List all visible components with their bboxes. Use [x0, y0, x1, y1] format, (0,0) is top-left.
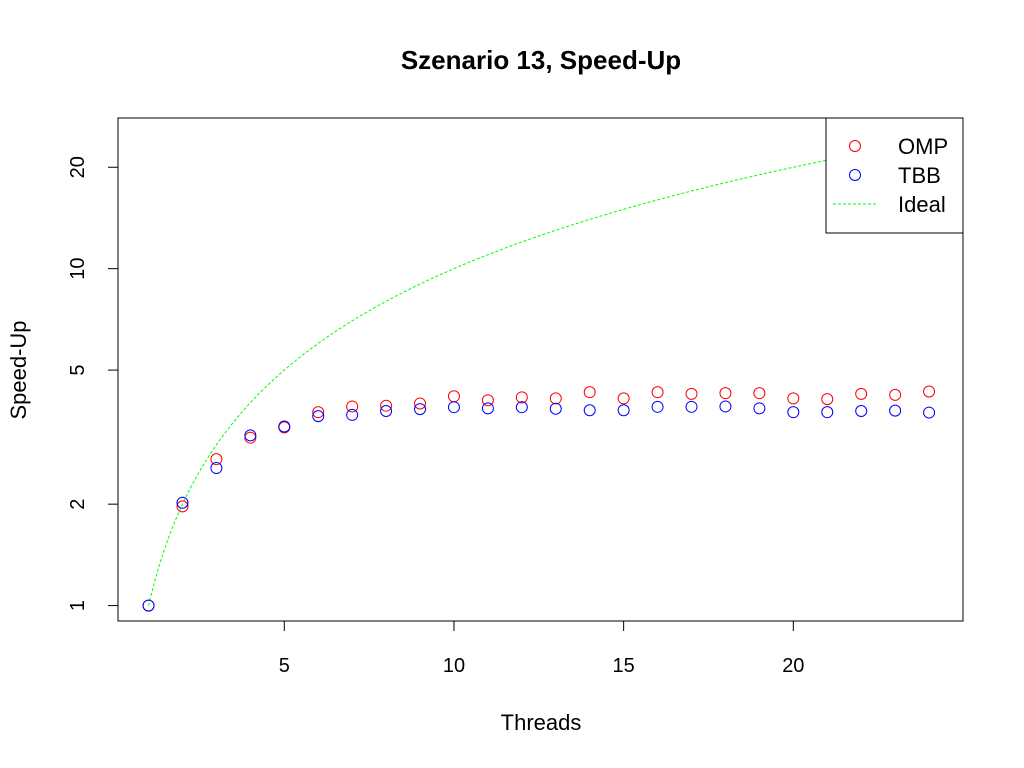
tbb-point	[651, 400, 664, 413]
omp-point	[685, 387, 698, 400]
ideal-line	[148, 140, 930, 606]
tbb-point	[855, 405, 868, 418]
tbb-point	[617, 404, 630, 417]
omp-point	[346, 400, 359, 413]
y-tick-label: 1	[67, 600, 89, 611]
tbb-point	[210, 462, 223, 475]
omp-point	[821, 393, 834, 406]
tbb-point	[821, 406, 834, 419]
legend-tbb-marker	[849, 169, 861, 181]
y-tick-label: 2	[67, 499, 89, 510]
x-tick-label: 20	[782, 655, 804, 677]
y-tick-label: 10	[67, 258, 89, 280]
y-tick-label: 20	[67, 156, 89, 178]
tbb-point	[549, 402, 562, 415]
omp-point	[787, 392, 800, 405]
tbb-point	[481, 402, 494, 415]
legend-ideal-label: Ideal	[898, 192, 946, 217]
omp-point	[549, 392, 562, 405]
tbb-point	[515, 401, 528, 414]
data-points	[142, 385, 936, 612]
legend-omp-marker	[849, 140, 861, 152]
legend-omp-label: OMP	[898, 134, 948, 159]
legend: OMP TBB Ideal	[825, 117, 964, 234]
ideal-series	[148, 140, 930, 606]
tbb-point	[753, 402, 766, 415]
tbb-point	[923, 406, 936, 419]
y-tick-label: 5	[67, 365, 89, 376]
x-tick-label: 15	[613, 655, 635, 677]
tbb-point	[278, 420, 291, 433]
omp-point	[176, 500, 189, 513]
y-axis: 1 2 5 10 20	[67, 156, 119, 611]
x-axis: 5 10 15 20	[279, 620, 804, 677]
legend-tbb-label: TBB	[898, 163, 941, 188]
omp-point	[515, 391, 528, 404]
omp-point	[380, 399, 393, 412]
omp-point	[447, 390, 460, 403]
x-tick-label: 5	[279, 655, 290, 677]
omp-point	[855, 387, 868, 400]
tbb-point	[380, 405, 393, 418]
omp-point	[651, 386, 664, 399]
omp-point	[889, 388, 902, 401]
omp-point	[210, 453, 223, 466]
omp-point	[753, 387, 766, 400]
tbb-point	[889, 404, 902, 417]
tbb-point	[685, 400, 698, 413]
omp-point	[312, 406, 325, 419]
omp-point	[583, 386, 596, 399]
tbb-point	[447, 401, 460, 414]
omp-point	[617, 392, 630, 405]
tbb-point	[176, 496, 189, 509]
chart-title: Szenario 13, Speed-Up	[401, 45, 681, 75]
tbb-point	[142, 599, 155, 612]
tbb-point	[583, 404, 596, 417]
tbb-point	[312, 410, 325, 423]
omp-point	[481, 394, 494, 407]
omp-point	[278, 421, 291, 434]
tbb-point	[719, 400, 732, 413]
tbb-point	[414, 403, 427, 416]
omp-point	[923, 385, 936, 398]
tbb-point	[244, 429, 257, 442]
x-tick-label: 10	[443, 655, 465, 677]
x-axis-label: Threads	[501, 710, 582, 735]
tbb-point	[787, 406, 800, 419]
y-axis-label: Speed-Up	[6, 320, 31, 419]
legend-box	[825, 117, 964, 234]
omp-point	[244, 431, 257, 444]
omp-point	[719, 387, 732, 400]
omp-point	[414, 397, 427, 410]
tbb-point	[346, 408, 359, 421]
